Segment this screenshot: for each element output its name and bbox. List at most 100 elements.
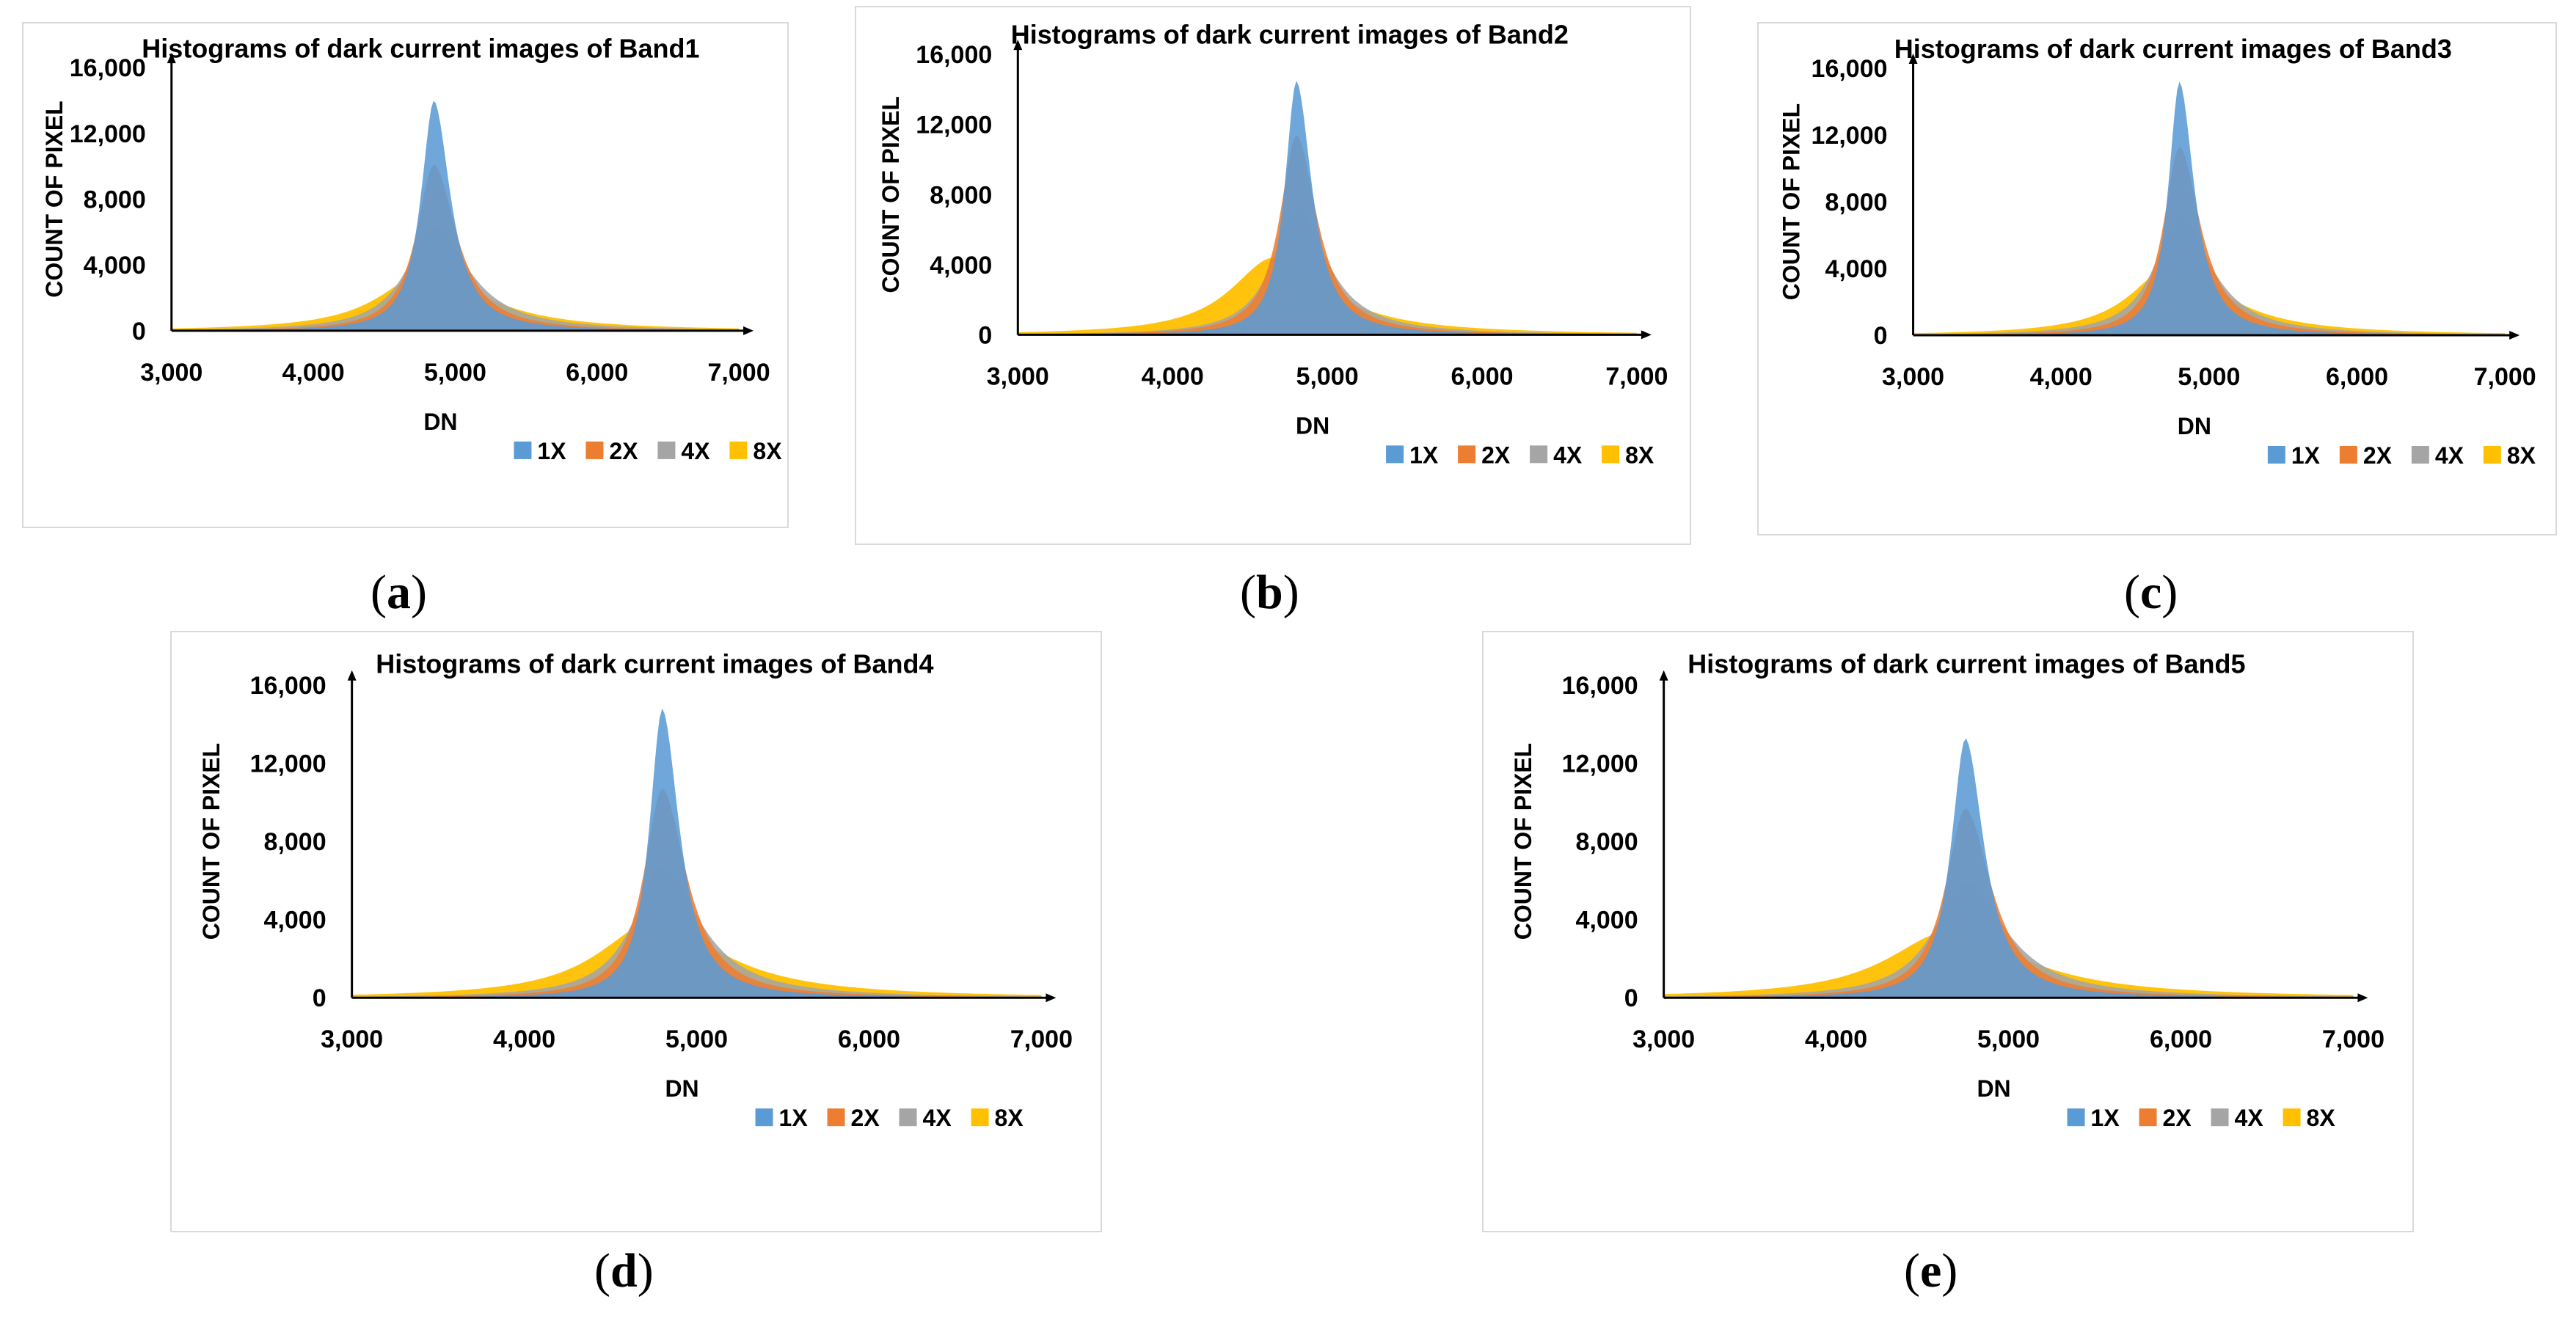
y-axis-arrow [347,670,357,681]
legend-label-4x: 4X [2235,1105,2264,1131]
legend-swatch-8x [1602,445,1620,464]
x-axis-arrow [743,326,754,335]
legend-label-2x: 2X [851,1105,880,1131]
y-axis-arrow [1908,54,1918,64]
y-axis-arrow [167,53,176,64]
y-tick-label: 0 [978,321,992,349]
legend-label-4x: 4X [923,1105,952,1131]
x-tick-label: 3,000 [321,1025,383,1053]
legend-swatch-1x [2267,446,2285,464]
sublabel-a: (a) [371,566,427,619]
y-tick-label: 0 [132,318,146,345]
legend-swatch-2x [585,441,604,459]
legend-label-1x: 1X [2091,1105,2120,1131]
y-tick-label: 16,000 [1811,55,1888,83]
x-tick-label: 6,000 [1451,362,1513,390]
x-tick-label: 5,000 [1296,362,1359,390]
legend-label-1x: 1X [779,1105,809,1131]
y-tick-label: 12,000 [916,111,992,139]
y-axis-arrow [1013,40,1023,51]
y-tick-label: 8,000 [930,181,992,209]
legend-label-2x: 2X [2163,1105,2192,1131]
legend-label-2x: 2X [1481,442,1511,468]
x-axis-arrow [2509,331,2520,340]
chart-panel-d: Histograms of dark current images of Ban… [170,631,1102,1232]
y-tick-label: 4,000 [930,252,992,279]
x-tick-label: 5,000 [2178,363,2240,391]
x-tick-label: 7,000 [2322,1025,2385,1053]
x-tick-label: 7,000 [708,359,770,387]
y-axis-label: COUNT OF PIXEL [41,100,67,297]
y-tick-label: 8,000 [1825,189,1887,216]
chart-title: Histograms of dark current images of Ban… [142,33,699,63]
legend-swatch-4x [1530,445,1548,464]
legend-label-8x: 8X [2507,442,2536,469]
y-tick-label: 16,000 [916,41,992,69]
chart-title: Histograms of dark current images of Ban… [376,648,933,679]
legend-label-4x: 4X [1553,442,1583,468]
chart-title: Histograms of dark current images of Ban… [1011,19,1569,49]
x-tick-label: 4,000 [282,359,345,387]
y-tick-label: 4,000 [84,252,146,279]
y-axis-label: COUNT OF PIXEL [198,743,225,940]
y-axis-arrow [1659,670,1668,681]
legend-swatch-8x [2283,1108,2301,1127]
y-tick-label: 4,000 [1825,255,1887,283]
sublabel-b: (b) [1240,566,1299,619]
y-tick-label: 12,000 [70,120,146,148]
x-axis-label: DN [2178,413,2211,439]
x-tick-label: 4,000 [2030,363,2092,391]
legend-swatch-4x [899,1108,917,1127]
x-tick-label: 5,000 [1977,1025,2040,1053]
x-tick-label: 4,000 [1142,362,1204,390]
series-area-1x [1663,738,2354,998]
sublabel-c: (c) [2124,566,2178,619]
legend-label-8x: 8X [2307,1105,2336,1131]
x-axis-label: DN [1977,1075,2010,1102]
chart-title: Histograms of dark current images of Ban… [1894,34,2452,64]
legend-swatch-1x [2067,1108,2085,1127]
series-area-1x [351,708,1042,998]
legend-label-2x: 2X [2363,442,2393,469]
x-axis-label: DN [665,1075,698,1102]
x-tick-label: 7,000 [1605,362,1668,390]
y-tick-label: 4,000 [1576,907,1638,935]
y-tick-label: 12,000 [1562,750,1638,778]
y-tick-label: 8,000 [84,186,146,214]
y-tick-label: 12,000 [250,750,326,778]
legend-label-1x: 1X [537,438,566,464]
y-tick-label: 16,000 [70,54,146,82]
y-axis-label: COUNT OF PIXEL [1778,103,1804,300]
x-axis-arrow [1641,330,1652,340]
chart-panel-b: Histograms of dark current images of Ban… [855,6,1691,545]
x-axis-label: DN [1296,412,1329,439]
legend-swatch-2x [827,1108,845,1127]
chart-panel-e: Histograms of dark current images of Ban… [1482,631,2414,1232]
x-tick-label: 5,000 [424,359,486,387]
legend-swatch-4x [2211,1108,2229,1127]
legend-label-4x: 4X [2435,442,2464,469]
y-tick-label: 12,000 [1811,122,1888,150]
y-tick-label: 16,000 [1562,672,1638,700]
y-axis-label: COUNT OF PIXEL [1510,743,1536,940]
series-area-1x [1018,81,1637,335]
x-tick-label: 4,000 [1805,1025,1867,1053]
chart-panel-c: Histograms of dark current images of Ban… [1757,22,2557,535]
x-tick-label: 4,000 [493,1025,555,1053]
x-tick-label: 5,000 [665,1025,728,1053]
y-tick-label: 0 [1874,322,1888,350]
y-tick-label: 0 [1624,984,1638,1012]
x-axis-label: DN [423,409,457,435]
y-tick-label: 8,000 [1576,828,1638,856]
y-axis-label: COUNT OF PIXEL [877,96,904,293]
legend-label-1x: 1X [2291,442,2321,469]
y-tick-label: 16,000 [250,672,326,700]
legend-label-8x: 8X [1625,442,1654,468]
sublabel-e: (e) [1904,1244,1958,1298]
legend-label-4x: 4X [681,438,710,464]
legend-swatch-2x [2139,1108,2157,1127]
x-tick-label: 7,000 [2474,363,2536,391]
series-area-1x [1913,81,2506,335]
x-axis-arrow [1046,993,1057,1003]
legend-swatch-2x [2339,446,2357,464]
